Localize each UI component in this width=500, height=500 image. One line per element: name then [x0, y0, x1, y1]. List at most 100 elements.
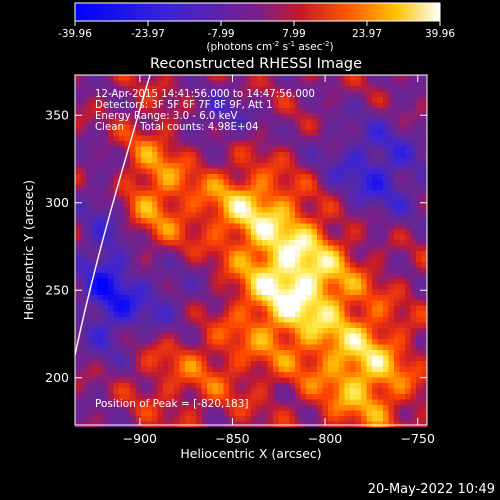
heatmap-cell: [273, 190, 279, 197]
heatmap-cell: [80, 157, 87, 164]
heatmap-cell: [377, 372, 384, 378]
heatmap-cell: [289, 355, 296, 362]
heatmap-cell: [240, 141, 246, 147]
heatmap-cell: [102, 421, 109, 428]
heatmap-cell: [388, 108, 395, 114]
heatmap-cell: [256, 157, 263, 164]
heatmap-cell: [394, 196, 400, 202]
heatmap-cell: [229, 152, 235, 158]
heatmap-cell: [306, 267, 312, 274]
heatmap-cell: [157, 300, 164, 307]
heatmap-cell: [185, 223, 191, 230]
heatmap-cell: [333, 163, 340, 169]
heatmap-cell: [394, 333, 400, 340]
heatmap-cell: [416, 344, 422, 351]
heatmap-cell: [212, 152, 219, 158]
heatmap-cell: [212, 80, 219, 87]
heatmap-cell: [196, 344, 202, 351]
heatmap-cell: [108, 295, 114, 301]
heatmap-cell: [394, 306, 400, 312]
heatmap-cell: [223, 174, 230, 180]
heatmap-cell: [344, 366, 351, 373]
heatmap-cell: [388, 267, 395, 274]
heatmap-cell: [91, 174, 98, 180]
heatmap-cell: [80, 168, 87, 175]
heatmap-cell: [229, 289, 235, 296]
heatmap-cell: [234, 251, 241, 257]
heatmap-cell: [383, 119, 389, 125]
heatmap-cell: [355, 366, 362, 373]
heatmap-cell: [124, 179, 131, 186]
heatmap-cell: [119, 113, 125, 120]
heatmap-cell: [91, 207, 98, 213]
heatmap-cell: [366, 328, 373, 334]
heatmap-cell: [372, 185, 378, 191]
heatmap-cell: [163, 108, 169, 114]
heatmap-cell: [119, 289, 125, 296]
heatmap-cell: [339, 223, 345, 230]
heatmap-cell: [130, 350, 136, 356]
heatmap-cell: [152, 80, 158, 87]
heatmap-cell: [218, 229, 224, 235]
heatmap-cell: [256, 361, 263, 367]
heatmap-cell: [245, 339, 252, 345]
heatmap-cell: [355, 339, 362, 345]
heatmap-cell: [300, 157, 307, 164]
heatmap-cell: [405, 300, 411, 307]
heatmap-cell: [372, 201, 378, 208]
heatmap-cell: [245, 366, 252, 373]
heatmap-cell: [416, 240, 422, 246]
heatmap-cell: [174, 174, 180, 180]
heatmap-cell: [372, 146, 378, 153]
heatmap-cell: [355, 388, 362, 395]
heatmap-cell: [383, 317, 389, 323]
heatmap-cell: [146, 174, 153, 180]
heatmap-cell: [168, 262, 175, 268]
heatmap-cell: [152, 328, 158, 334]
heatmap-cell: [124, 289, 131, 296]
heatmap-cell: [317, 273, 323, 279]
heatmap-cell: [273, 212, 279, 219]
heatmap-cell: [190, 80, 197, 87]
heatmap-cell: [339, 350, 345, 356]
heatmap-cell: [383, 361, 389, 367]
heatmap-cell: [196, 207, 202, 213]
heatmap-cell: [289, 229, 296, 235]
heatmap-cell: [366, 383, 373, 389]
heatmap-cell: [262, 108, 268, 114]
heatmap-cell: [124, 141, 131, 147]
heatmap-cell: [212, 339, 219, 345]
heatmap-cell: [179, 289, 186, 296]
heatmap-cell: [190, 190, 197, 197]
heatmap-cell: [124, 80, 131, 87]
heatmap-cell: [388, 119, 395, 125]
heatmap-cell: [119, 322, 125, 329]
heatmap-cell: [119, 328, 125, 334]
heatmap-cell: [108, 141, 114, 147]
heatmap-cell: [300, 201, 307, 208]
heatmap-cell: [124, 344, 131, 351]
heatmap-cell: [223, 339, 230, 345]
heatmap-cell: [372, 278, 378, 285]
heatmap-cell: [163, 218, 169, 224]
heatmap-cell: [410, 135, 417, 142]
heatmap-cell: [234, 196, 241, 202]
heatmap-cell: [124, 284, 131, 290]
heatmap-cell: [388, 201, 395, 208]
heatmap-cell: [388, 289, 395, 296]
heatmap-cell: [256, 185, 263, 191]
heatmap-cell: [399, 344, 406, 351]
heatmap-cell: [119, 245, 125, 252]
heatmap-cell: [372, 256, 378, 263]
heatmap-cell: [152, 207, 158, 213]
heatmap-cell: [317, 91, 323, 98]
heatmap-cell: [339, 399, 345, 406]
heatmap-cell: [146, 207, 153, 213]
heatmap-cell: [185, 366, 191, 373]
heatmap-cell: [377, 190, 384, 197]
heatmap-cell: [108, 174, 114, 180]
heatmap-cell: [289, 251, 296, 257]
heatmap-cell: [306, 394, 312, 400]
heatmap-cell: [262, 366, 268, 373]
heatmap-cell: [295, 152, 301, 158]
